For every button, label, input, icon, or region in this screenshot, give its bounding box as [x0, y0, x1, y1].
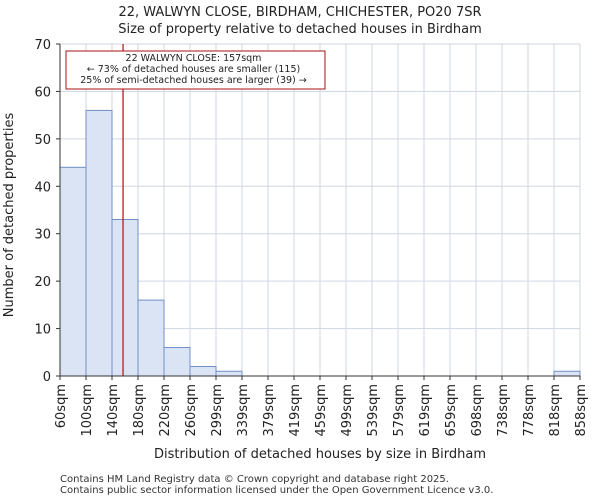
x-tick-label: 100sqm [80, 384, 95, 437]
bar [59, 166, 87, 377]
annotation-box [65, 50, 326, 90]
x-tick-label: 339sqm [236, 384, 251, 437]
chart-title: 22, WALWYN CLOSE, BIRDHAM, CHICHESTER, P… [0, 4, 600, 38]
bar [111, 218, 139, 377]
x-tick-label: 459sqm [314, 384, 329, 437]
x-tick-label: 738sqm [496, 384, 511, 437]
axes: 0 10 20 30 40 50 60 70 60sqm 100sqm 140sqm 180sqm 22… [34, 38, 589, 437]
annotation-line: ← 73% of detached houses are smaller (11… [87, 64, 300, 75]
x-tick-label: 539sqm [366, 384, 381, 437]
chart-title-main: 22, WALWYN CLOSE, BIRDHAM, CHICHESTER, P… [118, 5, 482, 20]
x-tick-label: 499sqm [340, 384, 355, 437]
x-tick-label: 579sqm [392, 384, 407, 437]
x-tick-label: 619sqm [418, 384, 433, 437]
x-axis-label: Distribution of detached houses by size … [154, 447, 486, 462]
x-tick-label: 659sqm [444, 384, 459, 437]
y-tick-label: 60 [34, 85, 51, 100]
y-tick-label: 70 [34, 38, 51, 53]
y-tick-label: 0 [43, 370, 51, 385]
footer-line-2: Contains public sector information licen… [60, 485, 494, 496]
x-tick-label: 260sqm [184, 384, 199, 437]
x-tick-label: 419sqm [288, 384, 303, 437]
annotation-line: 25% of semi-detached houses are larger (… [80, 75, 307, 86]
chart-subtitle: Size of property relative to detached ho… [118, 22, 482, 37]
y-tick-label: 30 [34, 228, 51, 243]
x-tick-label: 60sqm [54, 384, 69, 428]
x-tick-label: 698sqm [470, 384, 485, 437]
x-tick-label: 858sqm [574, 384, 589, 437]
y-tick-label: 10 [34, 323, 51, 338]
annotation-line: 22 WALWYN CLOSE: 157sqm [126, 53, 262, 64]
x-tick-label: 220sqm [158, 384, 173, 437]
x-tick-label: 778sqm [522, 384, 537, 437]
x-tick-label: 299sqm [210, 384, 225, 437]
bar [85, 109, 113, 377]
footer: Contains HM Land Registry data © Crown c… [60, 474, 493, 496]
x-tick-label: 140sqm [106, 384, 121, 437]
bar [137, 299, 165, 377]
bar [189, 366, 217, 377]
bar [553, 370, 581, 377]
x-tick-label: 180sqm [132, 384, 147, 437]
bars [59, 109, 581, 377]
y-tick-label: 20 [34, 275, 51, 290]
y-tick-label: 40 [34, 180, 51, 195]
x-tick-label: 818sqm [548, 384, 563, 437]
bar [215, 370, 243, 377]
footer-line-1: Contains HM Land Registry data © Crown c… [60, 474, 449, 485]
y-tick-label: 50 [34, 133, 51, 148]
bar [163, 347, 191, 377]
x-tick-label: 379sqm [262, 384, 277, 437]
y-axis-label: Number of detached properties [2, 113, 17, 318]
annotation: 22 WALWYN CLOSE: 157sqm← 73% of detached… [65, 50, 326, 90]
